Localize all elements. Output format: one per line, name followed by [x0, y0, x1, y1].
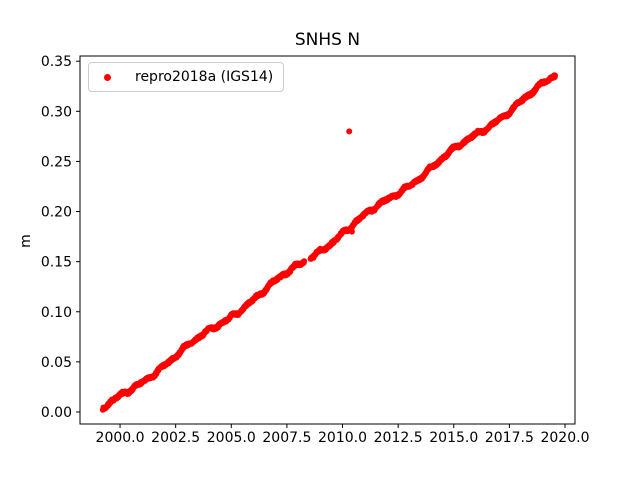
- outlier-point: [346, 128, 353, 135]
- chart-title: SNHS N: [294, 30, 361, 50]
- x-tick-label: 2000.0: [96, 430, 145, 446]
- legend-dot-icon: [104, 73, 111, 81]
- x-tick-label: 2010.0: [318, 430, 367, 446]
- y-tick-label: 0.25: [41, 154, 72, 170]
- data-point: [552, 72, 558, 79]
- x-axis-ticks: 2000.0 2002.5 2005.0 2007.5 2010.0 2012.5 2015…: [96, 424, 589, 446]
- y-axis-ticks: 0.00 0.05 0.10 0.15 0.20 0.25 0.30 0.35: [41, 54, 80, 421]
- x-tick-label: 2005.0: [207, 430, 256, 446]
- axes-frame: [79, 55, 576, 425]
- x-tick-label: 2012.5: [374, 430, 423, 446]
- scatter-series: [99, 72, 558, 413]
- data-point: [301, 258, 308, 264]
- y-tick-label: 0.20: [41, 205, 72, 221]
- y-tick-label: 0.00: [41, 405, 72, 421]
- y-tick-label: 0.05: [41, 355, 72, 371]
- y-tick-label: 0.35: [41, 54, 72, 70]
- outlier-point: [348, 228, 355, 235]
- x-tick-label: 2007.5: [262, 430, 311, 446]
- x-tick-label: 2002.5: [151, 430, 200, 446]
- x-tick-label: 2015.0: [429, 430, 478, 446]
- y-tick-label: 0.10: [41, 305, 72, 321]
- legend-label: repro2018a (IGS14): [135, 69, 274, 85]
- legend: repro2018a (IGS14): [88, 62, 284, 92]
- x-tick-label: 2020.0: [540, 430, 589, 446]
- y-tick-label: 0.30: [41, 104, 72, 120]
- x-tick-label: 2017.5: [485, 430, 534, 446]
- y-axis-label: m: [18, 234, 34, 248]
- y-tick-label: 0.15: [41, 255, 72, 271]
